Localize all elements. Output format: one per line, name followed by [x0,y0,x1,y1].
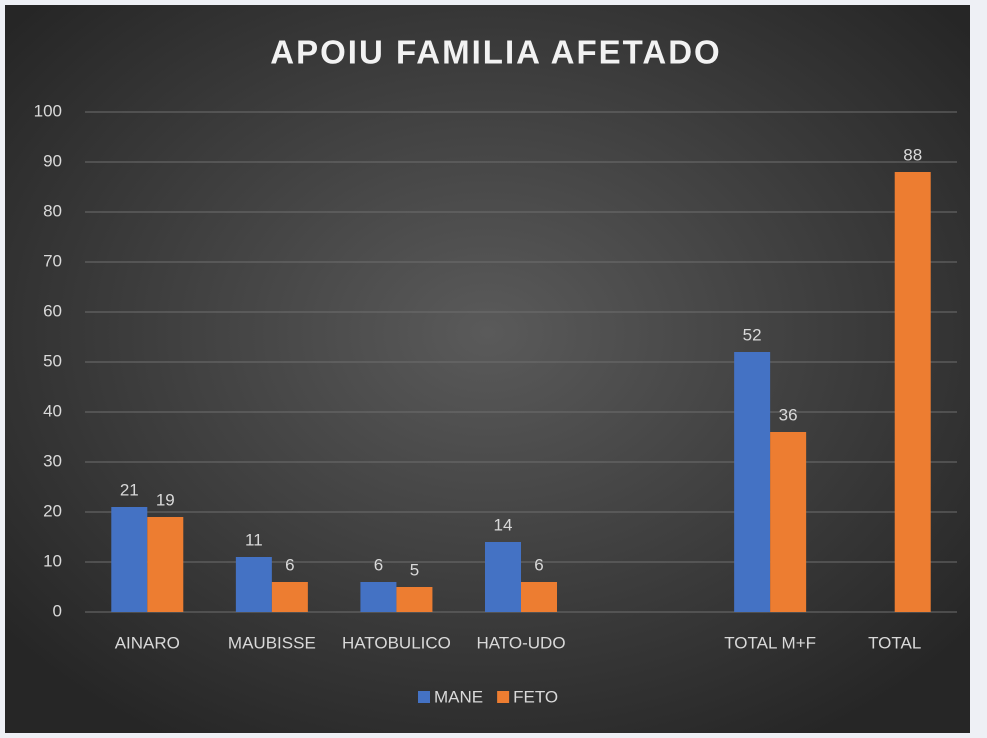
y-tick-label: 60 [43,301,62,320]
y-tick-label: 80 [43,201,62,220]
data-label: 19 [156,490,175,509]
legend-label: MANE [434,687,483,706]
data-label: 36 [779,405,798,424]
x-tick-label: MAUBISSE [228,633,316,652]
bar [147,517,184,612]
legend-swatch [497,691,510,703]
bar [235,557,272,612]
legend-label: FETO [513,687,558,706]
x-tick-label: TOTAL [868,633,921,652]
y-tick-label: 0 [53,601,62,620]
y-tick-label: 50 [43,351,62,370]
y-tick-label: 30 [43,451,62,470]
y-tick-label: 40 [43,401,62,420]
x-tick-label: AINARO [115,633,180,652]
bar [894,172,931,612]
data-label: 11 [245,530,263,549]
x-tick-label: HATO-UDO [476,633,565,652]
legend-swatch [418,691,430,703]
chart-title: APOIU FAMILIA AFETADO [270,34,721,71]
bar [734,352,771,612]
bar [271,582,308,612]
bar [396,587,433,612]
y-tick-label: 100 [34,101,62,120]
bar [485,542,521,612]
y-tick-label: 20 [43,501,62,520]
data-label: 6 [534,555,543,574]
y-tick-label: 70 [43,251,62,270]
data-label: 5 [410,560,419,579]
bar [770,432,807,612]
data-label: 52 [743,325,762,344]
data-label: 6 [285,555,294,574]
bar [521,582,557,612]
x-tick-label: TOTAL M+F [724,633,816,652]
chart-background [5,5,970,733]
data-label: 14 [494,515,513,534]
data-label: 6 [374,555,383,574]
x-tick-label: HATOBULICO [342,633,451,652]
y-tick-label: 10 [43,551,62,570]
bar [111,507,148,612]
data-label: 88 [903,145,922,164]
bar [360,582,397,612]
y-tick-label: 90 [43,151,62,170]
data-label: 21 [120,480,139,499]
